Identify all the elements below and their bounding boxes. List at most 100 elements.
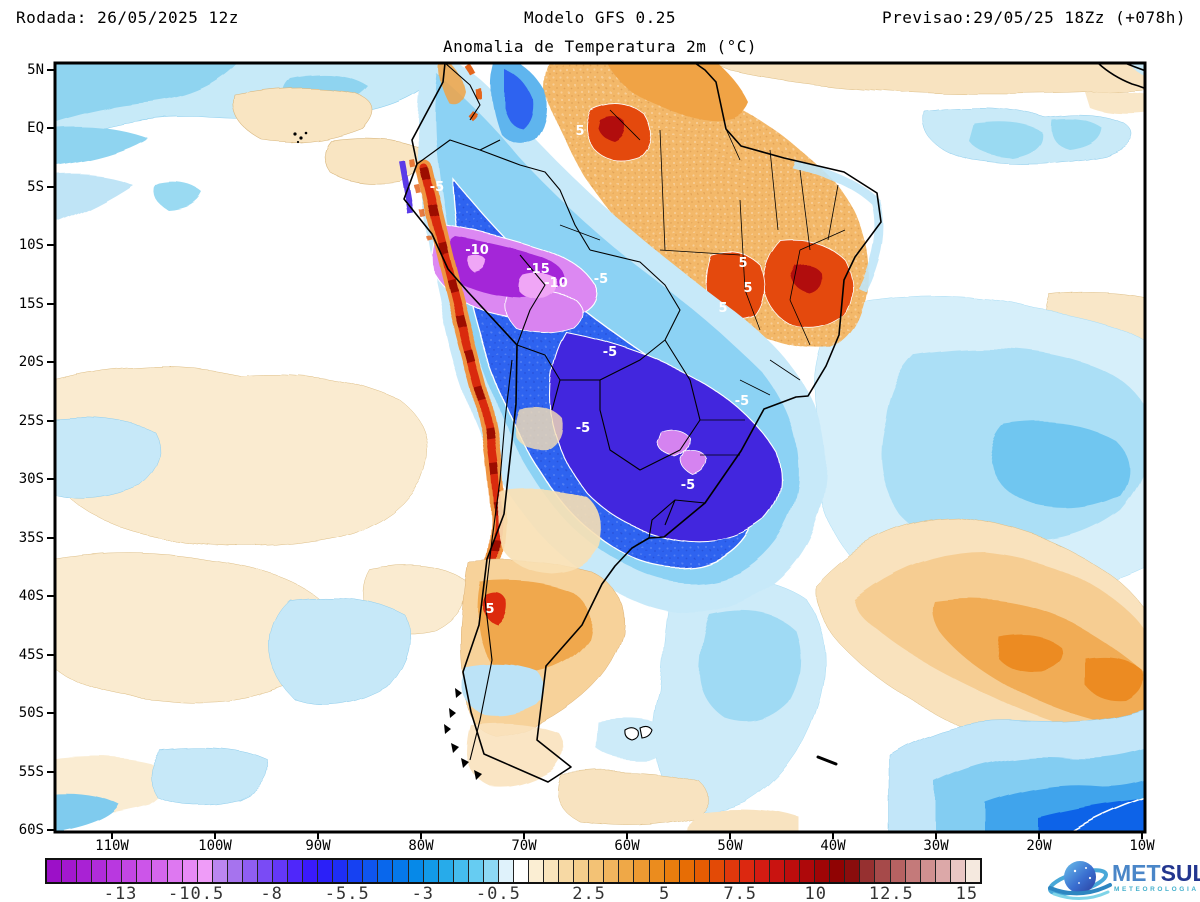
colorbar-segment: [619, 860, 635, 882]
lon-tick-label: 40W: [820, 838, 846, 854]
lat-tick-mark: [47, 712, 55, 715]
lon-tick-label: 20W: [1026, 838, 1052, 854]
colorbar-segment: [513, 860, 529, 882]
contour-value-label: -10: [544, 276, 568, 291]
colorbar-segment: [920, 860, 936, 882]
colorbar-segment: [242, 860, 258, 882]
colorbar-segment: [664, 860, 680, 882]
lat-tick-mark: [47, 828, 55, 831]
lat-tick-label: 60S: [18, 821, 44, 838]
state-borders: [559, 109, 846, 456]
colorbar-segment: [875, 860, 891, 882]
colorbar-segment: [679, 860, 695, 882]
colorbar-tick-label: -13: [103, 884, 138, 902]
colorbar-tick-label: 2.5: [572, 884, 606, 902]
lon-tick-label: 110W: [95, 838, 129, 854]
contour-value-label: -5: [681, 478, 695, 493]
colorbar-segment: [393, 860, 409, 882]
lon-tick-mark: [832, 832, 834, 839]
logo-subtitle: METEOROLOGIA: [1114, 886, 1199, 893]
contour-value-label: 5: [718, 301, 727, 316]
lat-tick-label: 10S: [18, 237, 44, 254]
colorbar-segment: [498, 860, 514, 882]
colorbar-segment: [649, 860, 665, 882]
colorbar-segment: [107, 860, 123, 882]
colorbar-segment: [152, 860, 168, 882]
colorbar-segment: [62, 860, 78, 882]
lat-tick-mark: [47, 302, 55, 305]
colorbar-tick-label: -8: [260, 884, 283, 902]
lat-tick-label: 25S: [18, 412, 44, 429]
colorbar-segment: [739, 860, 755, 882]
temperature-colorbar: [45, 858, 982, 884]
lon-tick-mark: [317, 832, 319, 839]
colorbar-segment: [905, 860, 921, 882]
colorbar-segment: [227, 860, 243, 882]
colorbar-segment: [468, 860, 484, 882]
lat-tick-mark: [47, 185, 55, 188]
logo-met-text: MET: [1112, 860, 1161, 886]
colorbar-segment: [935, 860, 951, 882]
lat-tick-label: 40S: [18, 588, 44, 605]
colorbar-segment: [770, 860, 786, 882]
colorbar-segment: [845, 860, 861, 882]
colorbar-segment: [724, 860, 740, 882]
lat-tick-label: 30S: [18, 471, 44, 488]
lat-tick-mark: [47, 653, 55, 656]
lon-tick-label: 90W: [305, 838, 331, 854]
colorbar-segment: [333, 860, 349, 882]
lat-tick-mark: [47, 536, 55, 539]
colorbar-segment: [709, 860, 725, 882]
contour-value-label: -5: [594, 272, 608, 287]
lat-tick-label: 35S: [18, 529, 44, 546]
lat-tick-label: EQ: [27, 120, 44, 137]
colorbar-tick-label: -3: [411, 884, 435, 902]
colorbar-tick-label: 7.5: [723, 884, 758, 902]
colorbar-segment: [197, 860, 213, 882]
colorbar-segment: [137, 860, 153, 882]
lon-tick-label: 30W: [923, 838, 949, 854]
lat-tick-label: 45S: [18, 646, 44, 663]
colorbar-segment: [47, 860, 63, 882]
colorbar-segment: [754, 860, 770, 882]
lon-tick-mark: [214, 832, 216, 839]
colorbar-segment: [815, 860, 831, 882]
colorbar-segment: [634, 860, 650, 882]
colorbar-segment: [122, 860, 138, 882]
lat-tick-mark: [47, 69, 55, 71]
contour-value-label: -5: [576, 421, 590, 436]
colorbar-segment: [288, 860, 304, 882]
colorbar-segment: [559, 860, 575, 882]
colorbar-segment: [257, 860, 273, 882]
lon-tick-mark: [935, 832, 937, 839]
colorbar-segment: [483, 860, 499, 882]
colorbar-segment: [272, 860, 288, 882]
colorbar-segment: [438, 860, 454, 882]
lat-tick-label: 50S: [18, 705, 44, 722]
lon-tick-mark: [420, 832, 422, 839]
colorbar-segment: [785, 860, 801, 882]
lon-tick-mark: [1141, 832, 1143, 839]
colorbar-segment: [589, 860, 605, 882]
map-frame: [53, 61, 1147, 834]
contour-value-label: -5: [603, 345, 617, 360]
lon-tick-label: 60W: [614, 838, 640, 854]
model-label: Modelo GFS 0.25: [524, 8, 676, 27]
metsul-wordmark: METSUL: [1112, 860, 1200, 887]
lat-tick-label: 5S: [27, 178, 44, 195]
lon-tick-mark: [729, 832, 731, 839]
lat-tick-mark: [47, 361, 55, 364]
contour-value-label: 5: [743, 281, 752, 296]
lon-tick-mark: [626, 832, 628, 839]
map-title: Anomalia de Temperatura 2m (°C): [442, 37, 758, 56]
lat-tick-label: 20S: [18, 354, 44, 371]
contour-value-label: -15: [526, 262, 550, 277]
colorbar-tick-label: -10.5: [168, 884, 225, 902]
colorbar-segment: [965, 860, 980, 882]
contour-value-label: 5: [485, 602, 494, 617]
colorbar-segment: [167, 860, 183, 882]
colorbar-segment: [544, 860, 560, 882]
